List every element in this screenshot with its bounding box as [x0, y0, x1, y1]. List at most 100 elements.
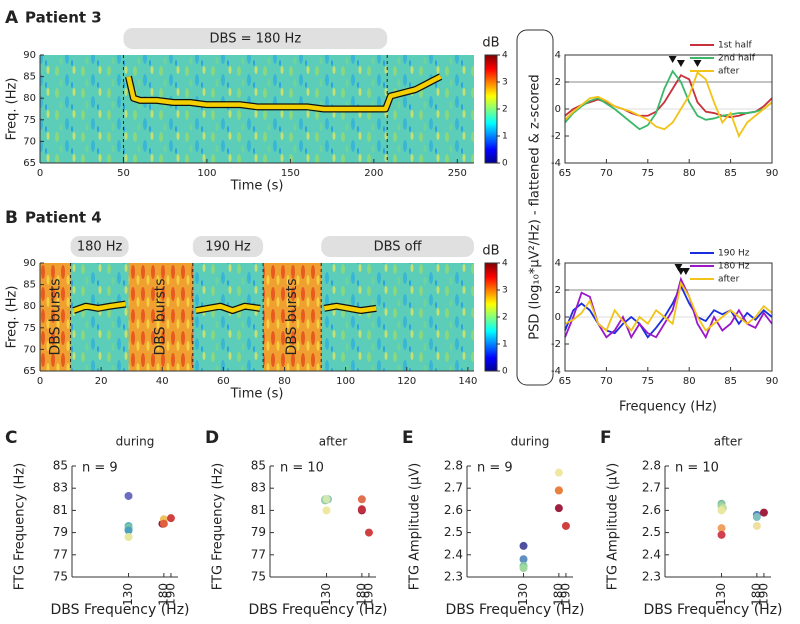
x-tick-label: 190: [361, 583, 375, 606]
legend-label: after: [718, 275, 740, 285]
colorbar: [484, 54, 498, 164]
y-tick-label: 81: [251, 503, 266, 517]
x-tick-label: 190: [558, 583, 572, 606]
y-tick-label: 80: [23, 93, 36, 104]
point: [357, 505, 366, 514]
colorbar-tick-label: 1: [502, 340, 508, 350]
shared-x-label: Frequency (Hz): [619, 400, 717, 415]
y-tick-label: 2: [555, 77, 561, 88]
panel-title: during: [511, 435, 550, 449]
dbs-band: [70, 236, 129, 257]
colorbar-tick-label: 4: [502, 51, 508, 61]
legend-label: 2nd half: [718, 54, 756, 64]
x-tick-label: 75: [641, 168, 654, 179]
point: [561, 521, 570, 530]
x-tick-label: 100: [197, 168, 216, 179]
x-axis-label: Time (s): [230, 387, 284, 402]
burst-region: [128, 263, 193, 371]
y-tick-label: 77: [53, 547, 68, 561]
y-tick-label: 2.5: [642, 525, 661, 539]
y-tick-label: 75: [251, 570, 266, 584]
burst-region: [263, 263, 322, 371]
x-tick-label: 70: [600, 168, 613, 179]
x-tick-label: 100: [336, 376, 355, 387]
series-line: [564, 280, 773, 333]
peak-marker: [668, 56, 677, 63]
colorbar-tick-label: 0: [502, 367, 508, 377]
legend-label: after: [718, 67, 740, 77]
series-line: [564, 283, 773, 339]
n-annotation: n = 9: [477, 461, 513, 476]
y-tick-label: -4: [551, 158, 561, 169]
colorbar-tick-label: 2: [502, 105, 508, 115]
x-tick-label: 150: [281, 168, 300, 179]
y-axis-label: FTG Frequency (Hz): [211, 463, 226, 590]
x-tick-label: 130: [516, 583, 530, 606]
y-axis-label: Freq. (Hz): [5, 78, 20, 141]
y-tick-label: 2.5: [444, 525, 463, 539]
x-tick-label: 200: [364, 168, 383, 179]
dbs-band-label: DBS = 180 Hz: [210, 32, 302, 47]
legend-label: 190 Hz: [718, 249, 750, 259]
x-tick-label: 180: [749, 583, 763, 606]
point: [717, 530, 726, 539]
x-tick-label: 180: [156, 583, 170, 606]
x-axis-label: DBS Frequency (Hz): [445, 602, 584, 618]
panel-label: B: [5, 208, 18, 228]
point: [554, 504, 563, 513]
point: [322, 495, 331, 504]
dbs-band-label: DBS off: [374, 240, 423, 255]
y-tick-label: 85: [251, 459, 266, 473]
y-tick-label: 2.3: [444, 570, 463, 584]
panel-title: after: [319, 435, 347, 449]
colorbar-tick-label: 0: [502, 159, 508, 169]
x-tick-label: 250: [448, 168, 467, 179]
panel-title: Patient 4: [25, 209, 102, 227]
point: [519, 555, 528, 564]
y-tick-label: 79: [251, 525, 266, 539]
ridge: [72, 301, 377, 313]
y-tick-label: 2.8: [444, 459, 463, 473]
panel-label: E: [402, 428, 414, 448]
y-tick-label: 85: [23, 280, 36, 291]
point: [124, 491, 133, 500]
panel-title: after: [714, 435, 742, 449]
x-tick-label: 90: [766, 168, 779, 179]
colorbar: [484, 262, 498, 372]
x-tick-label: 180: [551, 583, 565, 606]
x-tick-label: 80: [278, 376, 291, 387]
y-axis-label: FTG Frequency (Hz): [13, 463, 28, 590]
y-tick-label: 2.4: [642, 547, 661, 561]
dbs-band: [321, 236, 474, 257]
y-tick-label: 81: [53, 503, 68, 517]
x-tick-label: 70: [600, 376, 613, 387]
point: [519, 564, 528, 573]
y-tick-label: 4: [555, 258, 561, 269]
burst-label: DBS bursts: [47, 278, 63, 355]
colorbar-label: dB: [482, 244, 499, 259]
panel-title: Patient 3: [25, 9, 102, 27]
burst-region: [40, 263, 71, 371]
y-tick-label: -2: [551, 339, 561, 350]
colorbar-label: dB: [482, 36, 499, 51]
point: [752, 521, 761, 530]
x-tick-label: 50: [117, 168, 130, 179]
x-tick-label: 130: [319, 583, 333, 606]
y-tick-label: 2.8: [642, 459, 661, 473]
y-tick-label: -4: [551, 366, 561, 377]
x-tick-label: 75: [641, 376, 654, 387]
y-tick-label: -2: [551, 131, 561, 142]
y-tick-label: 75: [23, 323, 36, 334]
y-tick-label: 0: [555, 312, 561, 323]
x-tick-label: 190: [756, 583, 770, 606]
x-axis-label: Time (s): [230, 179, 284, 194]
y-tick-label: 2.3: [642, 570, 661, 584]
x-axis-label: DBS Frequency (Hz): [248, 602, 387, 618]
plot-frame: [564, 262, 773, 372]
burst-label: DBS bursts: [153, 278, 169, 355]
x-tick-label: 130: [714, 583, 728, 606]
y-tick-label: 79: [53, 525, 68, 539]
colorbar-tick-label: 3: [502, 78, 508, 88]
y-tick-label: 90: [23, 50, 36, 61]
